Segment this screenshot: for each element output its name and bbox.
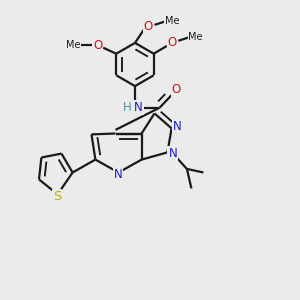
Text: Me: Me	[165, 16, 179, 26]
Text: Me: Me	[188, 32, 203, 42]
Text: H: H	[123, 101, 132, 114]
Text: O: O	[172, 82, 181, 96]
Text: N: N	[134, 101, 143, 114]
Text: O: O	[93, 39, 102, 52]
Text: S: S	[53, 190, 61, 203]
Text: N: N	[168, 147, 177, 161]
Text: O: O	[168, 36, 177, 49]
Text: N: N	[172, 120, 182, 134]
Text: Me: Me	[66, 40, 80, 50]
Text: O: O	[144, 20, 153, 33]
Text: N: N	[113, 167, 122, 181]
